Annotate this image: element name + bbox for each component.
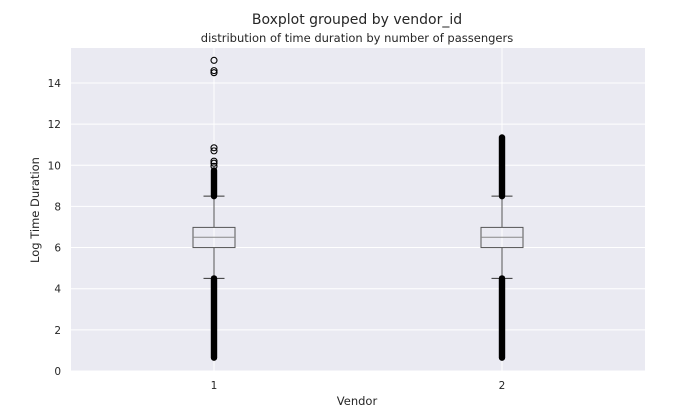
x-tick-label: 2 xyxy=(499,380,506,392)
y-tick-label: 8 xyxy=(54,201,61,213)
flier-point xyxy=(210,67,218,75)
flier-band xyxy=(210,167,218,200)
flier-point xyxy=(210,56,218,64)
flier-point xyxy=(210,162,218,170)
plot-area xyxy=(71,48,645,371)
box-group-vendor-1 xyxy=(192,56,236,361)
flier-point xyxy=(210,144,218,152)
flier-band xyxy=(498,134,506,200)
flier-band xyxy=(210,275,218,361)
y-tick-label: 14 xyxy=(48,78,62,90)
flier-point xyxy=(210,147,218,155)
x-axis-label: Vendor xyxy=(337,394,378,408)
flier-point xyxy=(210,159,218,167)
flier-point xyxy=(210,69,218,77)
y-axis-label: Log Time Duration xyxy=(28,157,42,263)
y-tick-label: 0 xyxy=(54,366,61,378)
chart-suptitle: Boxplot grouped by vendor_id xyxy=(252,12,462,28)
flier-point xyxy=(210,157,218,165)
box-group-vendor-2 xyxy=(480,134,524,361)
box-elements xyxy=(192,56,524,361)
y-tick-label: 6 xyxy=(54,243,61,255)
y-axis-ticks: 0 2 4 6 8 10 12 14 xyxy=(48,78,62,378)
x-tick-label: 1 xyxy=(211,380,218,392)
y-tick-label: 12 xyxy=(48,119,61,131)
chart-subtitle: distribution of time duration by number … xyxy=(201,31,513,45)
y-tick-label: 10 xyxy=(48,160,61,172)
y-tick-label: 4 xyxy=(54,284,61,296)
y-tick-label: 2 xyxy=(54,325,61,337)
flier-band xyxy=(498,275,506,361)
